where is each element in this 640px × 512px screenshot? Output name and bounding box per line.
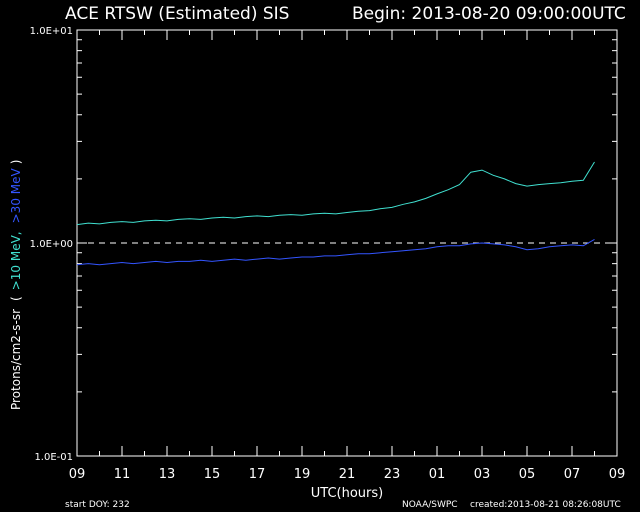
x-tick-label: 09 <box>69 467 86 482</box>
series-line <box>76 161 595 226</box>
paren: ) <box>9 160 23 165</box>
x-tick-label: 01 <box>429 467 446 482</box>
x-tick-label: 15 <box>204 467 221 482</box>
x-axis-label: UTC(hours) <box>311 486 383 501</box>
series-line <box>76 238 595 266</box>
y-tick-label: 1.0E+01 <box>30 26 73 37</box>
footer-left: start DOY: 232 <box>65 500 130 510</box>
y-tick-label: 1.0E+00 <box>30 239 73 250</box>
x-tick-label: 11 <box>114 467 131 482</box>
comma: , <box>9 231 23 235</box>
x-tick-label: 05 <box>519 467 536 482</box>
y-axis-label-group: Protons/cm2-s-sr ( >10 MeV, >30 MeV) <box>9 160 23 410</box>
x-tick-label: 21 <box>339 467 356 482</box>
x-tick-label: 23 <box>384 467 401 482</box>
x-tick-label: 03 <box>474 467 491 482</box>
y-tick-label: 1.0E-01 <box>34 452 73 463</box>
legend-label: >30 MeV <box>9 168 23 224</box>
chart-subtitle: Begin: 2013-08-20 09:00:00UTC <box>352 4 626 24</box>
x-tick-label: 17 <box>249 467 266 482</box>
y-axis-label: Protons/cm2-s-sr <box>9 309 23 410</box>
paren: ( <box>9 296 23 301</box>
footer-center: NOAA/SWPC <box>402 500 458 510</box>
x-tick-label: 19 <box>294 467 311 482</box>
legend-label: >10 MeV <box>9 234 23 290</box>
x-tick-label: 13 <box>159 467 176 482</box>
chart-title: ACE RTSW (Estimated) SIS <box>65 4 289 24</box>
footer-right: created:2013-08-21 08:26:08UTC <box>470 500 621 510</box>
x-tick-label: 07 <box>564 467 581 482</box>
x-tick-label: 09 <box>609 467 626 482</box>
